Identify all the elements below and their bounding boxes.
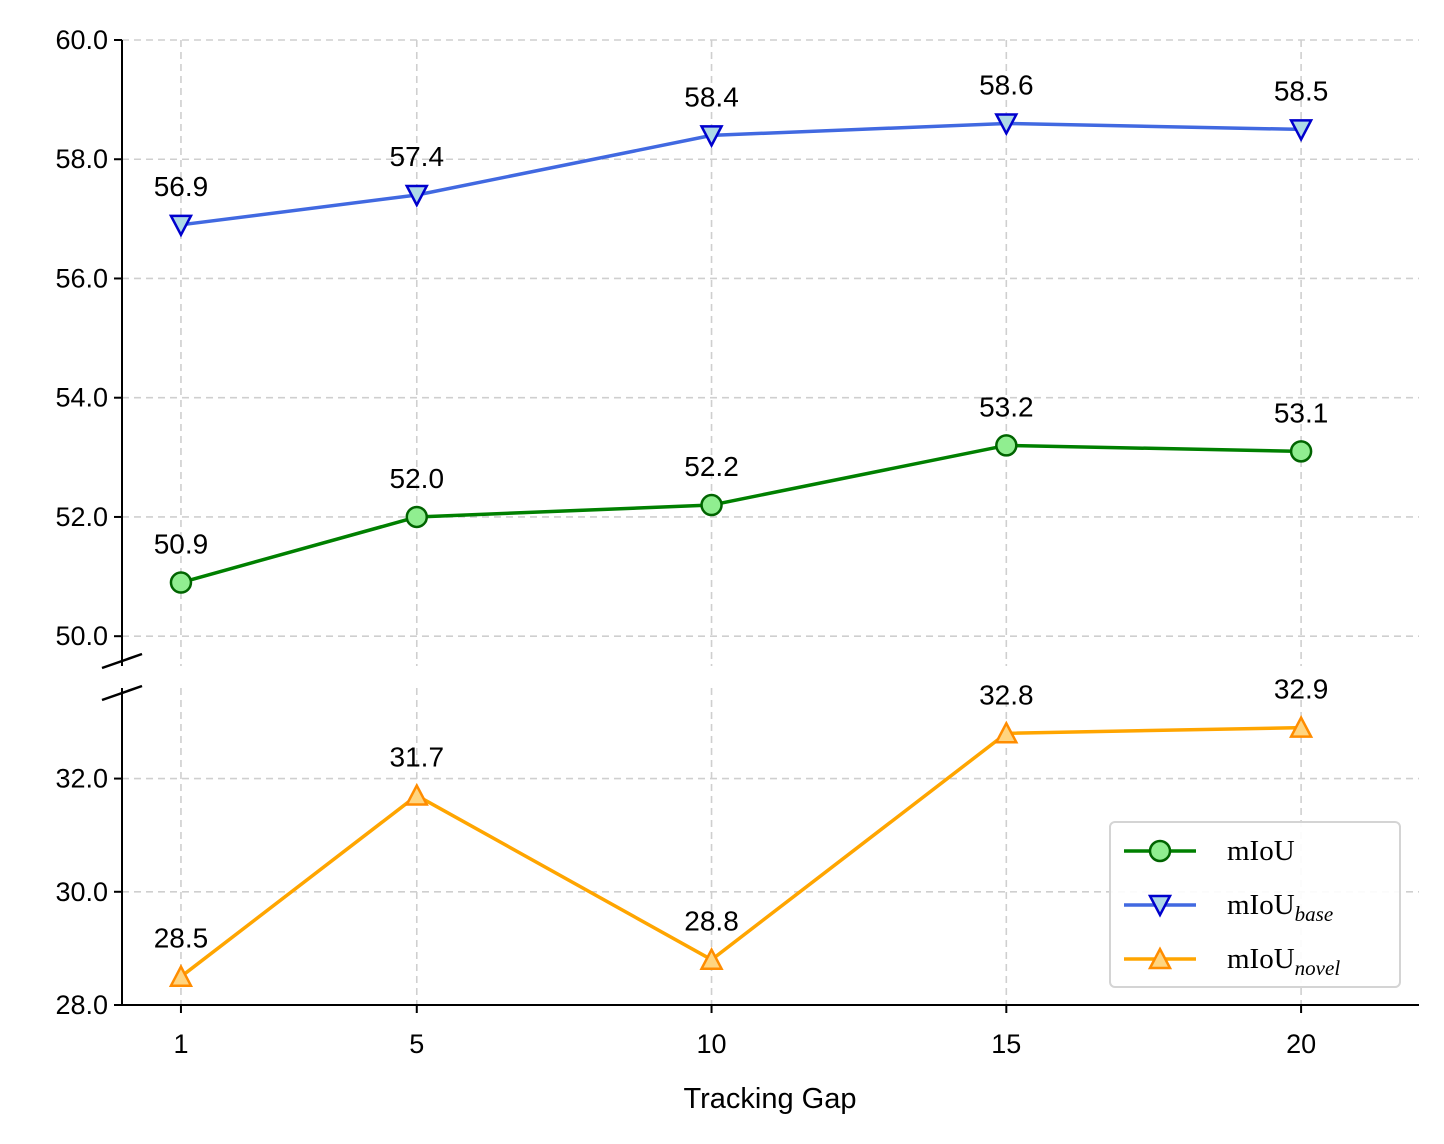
data-point [169, 571, 193, 594]
legend-label: mIoUbase [1227, 889, 1333, 926]
data-point [1289, 714, 1314, 738]
legend-label-main: mIoU [1227, 835, 1295, 867]
x-tick-label: 1 [173, 1029, 188, 1059]
data-label: 32.8 [979, 679, 1034, 710]
legend-label-main: mIoU [1227, 889, 1295, 921]
data-label: 52.0 [390, 463, 445, 494]
data-point [700, 493, 723, 517]
x-tick-label: 20 [1286, 1029, 1316, 1059]
data-point [699, 947, 724, 970]
x-tick-label: 15 [991, 1029, 1021, 1059]
y-tick-label: 50.0 [55, 621, 108, 651]
data-label: 58.5 [1274, 75, 1329, 106]
series-line [180, 443, 1302, 585]
x-tick-label: 5 [409, 1029, 424, 1059]
data-point [994, 113, 1019, 137]
x-tick-label: 10 [697, 1029, 727, 1059]
series-overall [169, 434, 1313, 594]
grid-lines [122, 39, 1419, 1006]
data-label: 58.6 [979, 69, 1034, 100]
data-label: 58.4 [684, 81, 739, 112]
data-point [1147, 894, 1173, 918]
data-point [168, 214, 194, 238]
data-point [404, 782, 429, 806]
data-point [1148, 839, 1172, 863]
axis-break-mark [101, 684, 143, 702]
y-tick-label: 56.0 [55, 263, 108, 293]
data-point [405, 505, 429, 529]
legend-entry: mIoU [1124, 835, 1295, 867]
data-point [995, 434, 1018, 457]
data-point [994, 720, 1019, 744]
data-label: 53.1 [1274, 397, 1329, 428]
data-label: 52.2 [684, 451, 739, 482]
data-point [168, 964, 194, 987]
legend-label: mIoUnovel [1227, 943, 1340, 980]
y-tick-label: 58.0 [55, 144, 108, 174]
axes: 50.052.054.056.058.060.028.030.032.01 5 10… [55, 25, 1419, 1059]
y-tick-label: 28.0 [55, 990, 108, 1020]
legend-entry: mIoUbase [1124, 889, 1333, 926]
data-label: 50.9 [154, 529, 209, 560]
data-label: 28.5 [154, 923, 209, 954]
y-tick-label: 32.0 [55, 764, 108, 794]
data-label: 56.9 [154, 171, 209, 202]
y-tick-label: 54.0 [55, 383, 108, 413]
data-label: 57.4 [390, 141, 445, 172]
legend-label-main: mIoU [1227, 943, 1295, 975]
legend-entry: mIoUnovel [1124, 943, 1340, 980]
x-axis-title: Tracking Gap [684, 1083, 857, 1115]
data-point [1289, 440, 1313, 463]
y-tick-label: 30.0 [55, 877, 108, 907]
series-base [168, 113, 1314, 238]
series-novel [168, 714, 1314, 987]
data-label: 28.8 [684, 906, 739, 937]
legend-label: mIoU [1227, 835, 1295, 867]
legend-label-subscript: novel [1295, 956, 1341, 980]
data-label: 31.7 [390, 742, 445, 773]
legend-label-subscript: base [1295, 902, 1334, 926]
data-point [1147, 946, 1173, 970]
legend-box [1109, 821, 1401, 988]
data-point [1289, 119, 1314, 143]
series-line [180, 121, 1302, 227]
data-label: 53.2 [979, 391, 1034, 422]
y-tick-label: 60.0 [55, 25, 108, 55]
series-group [168, 113, 1314, 987]
data-point [404, 184, 429, 208]
data-label: 32.9 [1274, 674, 1329, 705]
y-tick-label: 52.0 [55, 502, 108, 532]
axis-break-mark [101, 652, 143, 670]
data-point [699, 125, 724, 149]
data-labels: 50.9 52.0 52.2 53.2 53.1 56.9 57.4 58.4 58.6 58.5… [154, 69, 1329, 953]
